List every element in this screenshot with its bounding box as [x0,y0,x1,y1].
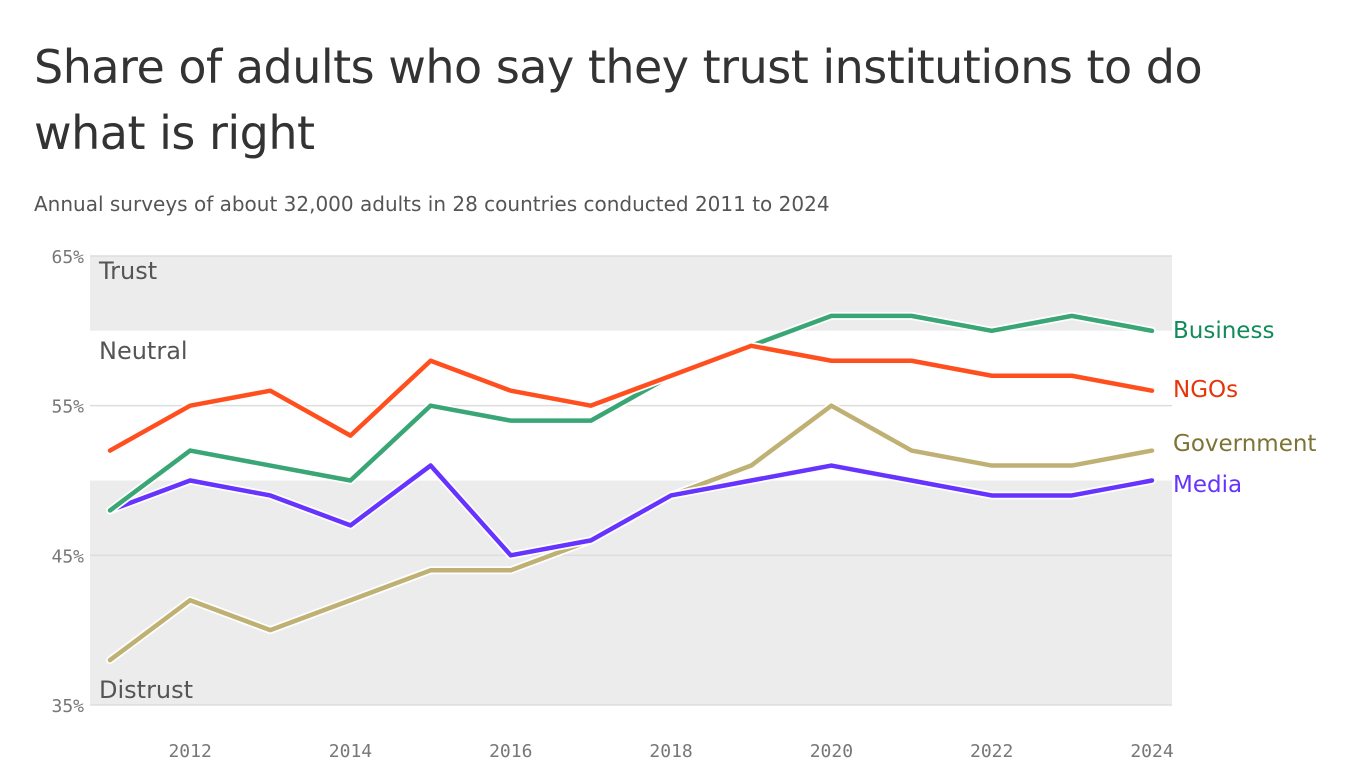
series-line-business [107,313,1155,513]
y-tick-label: 65% [51,247,84,268]
series-line-ngos [107,343,1155,453]
x-tick-label: 2018 [649,741,692,762]
x-tick-label: 2012 [168,741,211,762]
band-label-trust: Trust [98,257,157,285]
band-label-neutral: Neutral [99,337,188,365]
y-tick-label: 45% [51,546,84,567]
x-tick-label: 2024 [1130,741,1173,762]
band-label-distrust: Distrust [99,676,193,704]
x-tick-label: 2014 [329,741,372,762]
x-tick-label: 2022 [970,741,1013,762]
series-label-government: Government [1173,431,1316,457]
series-label-media: Media [1173,472,1242,498]
series-label-ngos: NGOs [1173,377,1238,403]
series-label-business: Business [1173,318,1274,344]
x-tick-label: 2016 [489,741,532,762]
band-trust [90,256,1172,331]
y-tick-label: 35% [51,696,84,717]
chart-title: Share of adults who say they trust insti… [34,40,1203,160]
x-tick-label: 2020 [810,741,853,762]
series-line-media [107,463,1155,558]
y-tick-label: 55% [51,397,84,418]
chart-subtitle: Annual surveys of about 32,000 adults in… [34,192,830,216]
